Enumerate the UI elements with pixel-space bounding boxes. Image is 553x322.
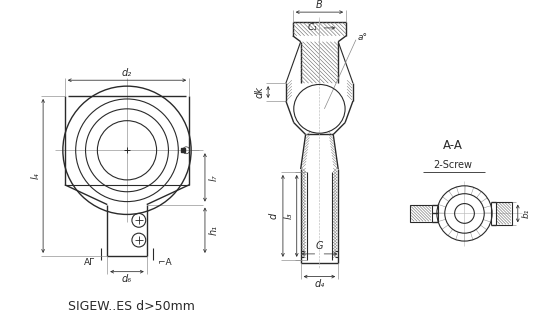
Text: d₆: d₆ [122, 274, 132, 284]
Text: ⌐A: ⌐A [158, 258, 171, 267]
Text: 2-Screw: 2-Screw [433, 160, 472, 170]
Text: dk: dk [254, 86, 264, 98]
Bar [410, 204, 432, 222]
Text: C₁: C₁ [307, 24, 317, 33]
Text: SIGEW..ES d>50mm: SIGEW..ES d>50mm [69, 300, 195, 313]
Text: l₇: l₇ [209, 174, 219, 181]
Text: B: B [316, 0, 323, 10]
Text: d₄: d₄ [314, 279, 325, 289]
Text: h₁: h₁ [209, 225, 219, 235]
Text: d: d [269, 213, 279, 219]
Text: A-A: A-A [443, 139, 463, 152]
Bar [496, 202, 512, 225]
Text: l₄: l₄ [30, 173, 40, 179]
Text: d₂: d₂ [122, 68, 132, 78]
Text: G: G [316, 241, 323, 251]
Text: AΓ: AΓ [84, 258, 95, 267]
Text: l₃: l₃ [284, 213, 294, 219]
Text: a°: a° [358, 33, 368, 42]
Text: b₁: b₁ [521, 209, 530, 218]
